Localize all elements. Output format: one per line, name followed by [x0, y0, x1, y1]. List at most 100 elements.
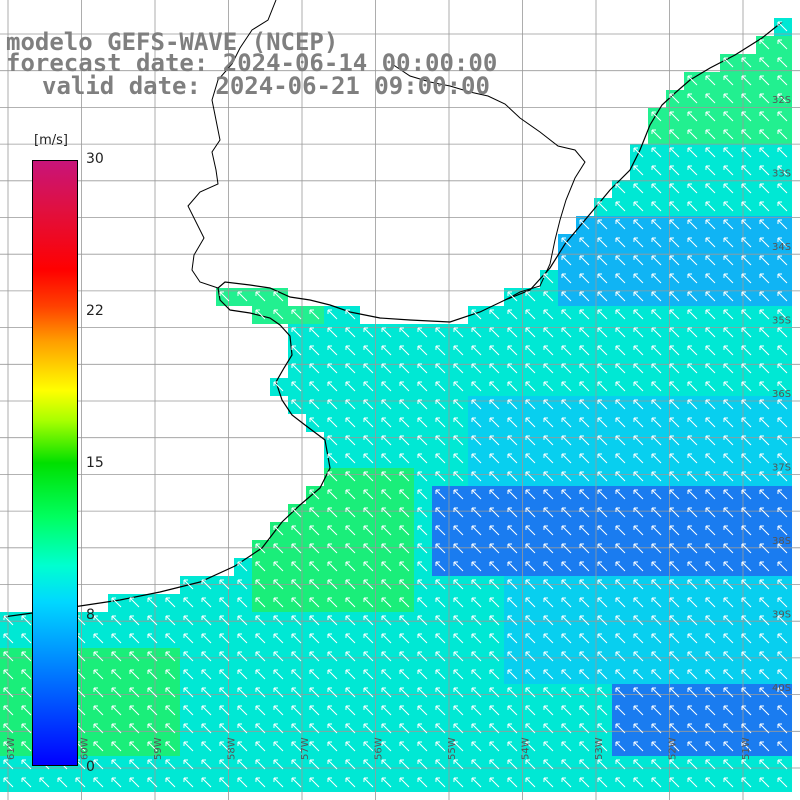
wind-arrow [471, 489, 482, 500]
wind-arrow [579, 219, 590, 230]
wind-arrow [525, 363, 536, 374]
lat-label: 36S [772, 389, 791, 400]
wind-arrow [525, 669, 536, 680]
lon-label: 51W [741, 737, 752, 760]
wind-arrow [327, 363, 338, 374]
wind-arrow [741, 471, 752, 482]
wind-arrow [723, 435, 734, 446]
wind-arrow [381, 561, 392, 572]
wind-arrow [669, 759, 680, 770]
lat-label: 40S [772, 683, 791, 694]
wind-arrow [741, 579, 752, 590]
wind-arrow [435, 633, 446, 644]
wind-arrow [381, 489, 392, 500]
wind-arrow [129, 777, 140, 788]
wind-arrow [165, 597, 176, 608]
wind-arrow [471, 741, 482, 752]
wind-arrow [309, 723, 320, 734]
wind-arrow [633, 273, 644, 284]
lat-label: 37S [772, 463, 791, 474]
wind-arrow [759, 201, 770, 212]
wind-arrow [723, 543, 734, 554]
wind-arrow [687, 561, 698, 572]
wind-arrow [381, 363, 392, 374]
wind-arrow [93, 723, 104, 734]
wind-arrow [255, 579, 266, 590]
wind-arrow [561, 633, 572, 644]
wind-arrow [219, 705, 230, 716]
wind-arrow [633, 237, 644, 248]
wind-arrow [381, 525, 392, 536]
wind-arrow [651, 453, 662, 464]
wind-arrow [525, 435, 536, 446]
wind-arrow [471, 651, 482, 662]
wind-arrow [363, 453, 374, 464]
wind-arrow [543, 543, 554, 554]
wind-arrow [597, 237, 608, 248]
wind-arrow [327, 399, 338, 410]
wind-arrow [453, 723, 464, 734]
wind-arrow [201, 579, 212, 590]
wind-arrow [651, 705, 662, 716]
wind-arrow [309, 759, 320, 770]
wind-arrow [471, 417, 482, 428]
wind-arrow [381, 777, 392, 788]
wind-arrow [759, 615, 770, 626]
wind-arrow [417, 543, 428, 554]
wind-arrow [291, 687, 302, 698]
wind-arrow [399, 453, 410, 464]
wind-arrow [669, 651, 680, 662]
wind-arrow [147, 759, 158, 770]
wind-arrow [381, 453, 392, 464]
wind-arrow [3, 777, 14, 788]
wind-arrow [669, 363, 680, 374]
wind-arrow [759, 39, 770, 50]
wind-arrow [651, 201, 662, 212]
wind-arrow [723, 705, 734, 716]
wind-arrow [723, 687, 734, 698]
wind-arrow [255, 291, 266, 302]
wind-arrow [597, 345, 608, 356]
wind-arrow [291, 705, 302, 716]
wind-arrow [579, 453, 590, 464]
wind-arrow [183, 705, 194, 716]
wind-arrow [615, 309, 626, 320]
wind-arrow [255, 615, 266, 626]
wind-arrow [345, 471, 356, 482]
wind-arrow [723, 633, 734, 644]
wind-arrow [129, 723, 140, 734]
wind-arrow [399, 399, 410, 410]
wind-arrow [741, 237, 752, 248]
wind-arrow [255, 597, 266, 608]
wind-arrow [759, 183, 770, 194]
wind-arrow [597, 507, 608, 518]
wind-arrow [273, 669, 284, 680]
wind-arrow [273, 579, 284, 590]
wind-arrow [435, 741, 446, 752]
wind-arrow [633, 183, 644, 194]
wind-arrow [327, 687, 338, 698]
wind-arrow [777, 21, 788, 32]
wind-arrow [543, 381, 554, 392]
wind-arrow [345, 723, 356, 734]
wind-arrow [687, 327, 698, 338]
wind-arrow [381, 399, 392, 410]
wind-arrow [723, 345, 734, 356]
wind-arrow [381, 327, 392, 338]
wind-arrow [561, 309, 572, 320]
wind-arrow [417, 705, 428, 716]
wind-arrow [309, 543, 320, 554]
wind-arrow [201, 597, 212, 608]
wind-arrow [327, 345, 338, 356]
wind-arrow [147, 741, 158, 752]
wind-arrow [93, 615, 104, 626]
wind-arrow [525, 417, 536, 428]
forecast-date: forecast date: 2024-06-14 00:00:00 [6, 49, 498, 77]
wind-arrow [705, 741, 716, 752]
wind-arrow [579, 417, 590, 428]
wind-arrow [561, 399, 572, 410]
wind-arrow [201, 615, 212, 626]
wind-arrow [381, 705, 392, 716]
wind-arrow [633, 741, 644, 752]
lon-label: 53W [594, 737, 605, 760]
